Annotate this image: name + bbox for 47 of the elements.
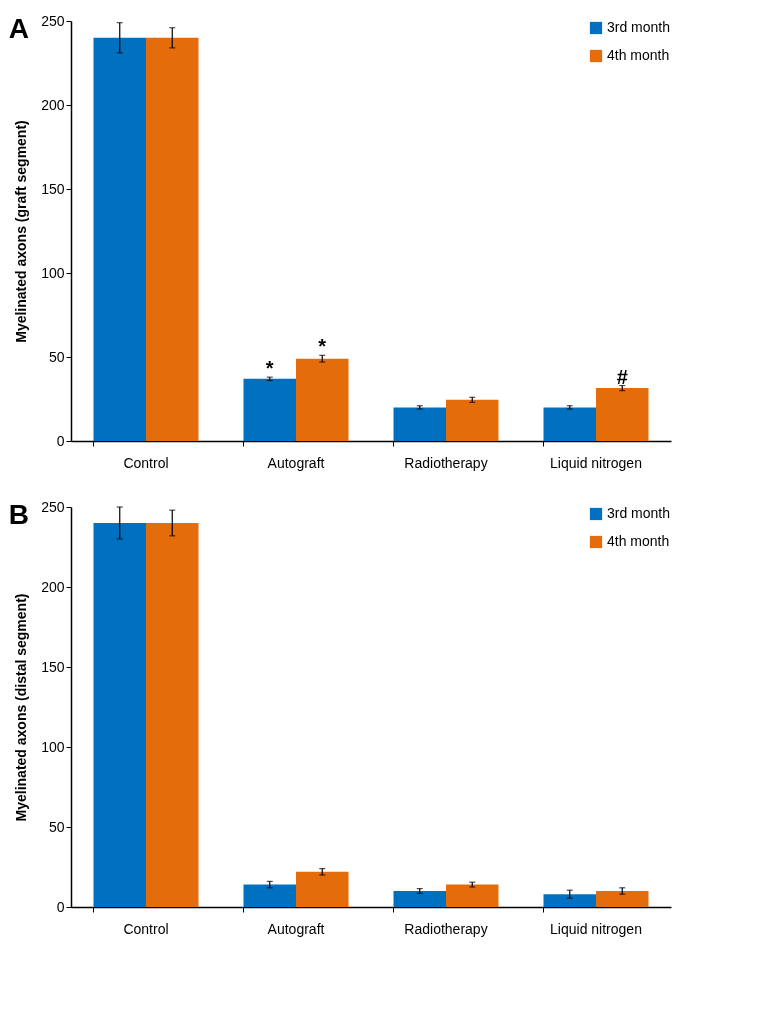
y-tick-label: 0 [56,432,65,449]
bar [543,407,596,441]
legend-label: 4th month [607,47,670,63]
annotation: * [318,335,327,358]
chart-title: A [8,13,29,44]
y-tick-label: 100 [41,264,65,281]
bar [596,388,649,441]
legend-label: 4th month [607,533,670,549]
bar [243,378,296,441]
bar [446,399,499,441]
y-tick-label: 150 [41,180,65,197]
y-tick-label: 200 [41,578,65,595]
y-tick-label: 200 [41,96,65,113]
bar [146,523,199,907]
x-tick-label: Autograft [267,454,325,471]
y-axis-title: Myelinated axons (graft segment) [13,120,30,343]
y-tick-label: 250 [41,12,65,29]
bar [446,884,499,907]
bar [596,891,649,907]
y-tick-label: 50 [48,348,65,365]
y-axis-title: Myelinated axons (distal segment) [13,593,30,822]
bar [146,37,199,441]
y-tick-label: 150 [41,658,65,675]
bar [296,358,349,441]
bar [543,894,596,907]
x-tick-label: Liquid nitrogen [550,454,642,471]
y-tick-label: 250 [41,498,65,515]
legend-label: 3rd month [607,505,671,521]
y-tick-label: 0 [56,898,65,915]
annotation: * [265,357,274,380]
bar [393,407,446,441]
bar [93,523,146,907]
bar [393,891,446,907]
annotation: # [616,365,628,388]
x-tick-label: Radiotherapy [404,454,488,471]
x-tick-label: Autograft [267,920,325,937]
legend-label: 3rd month [607,19,671,35]
x-tick-label: Control [123,454,169,471]
x-tick-label: Liquid nitrogen [550,920,642,937]
x-tick-label: Radiotherapy [404,920,488,937]
y-tick-label: 50 [48,818,65,835]
chart-title: B [8,499,29,530]
bar [93,37,146,441]
x-tick-label: Control [123,920,169,937]
bar [243,884,296,907]
y-tick-label: 100 [41,738,65,755]
bar [296,871,349,907]
